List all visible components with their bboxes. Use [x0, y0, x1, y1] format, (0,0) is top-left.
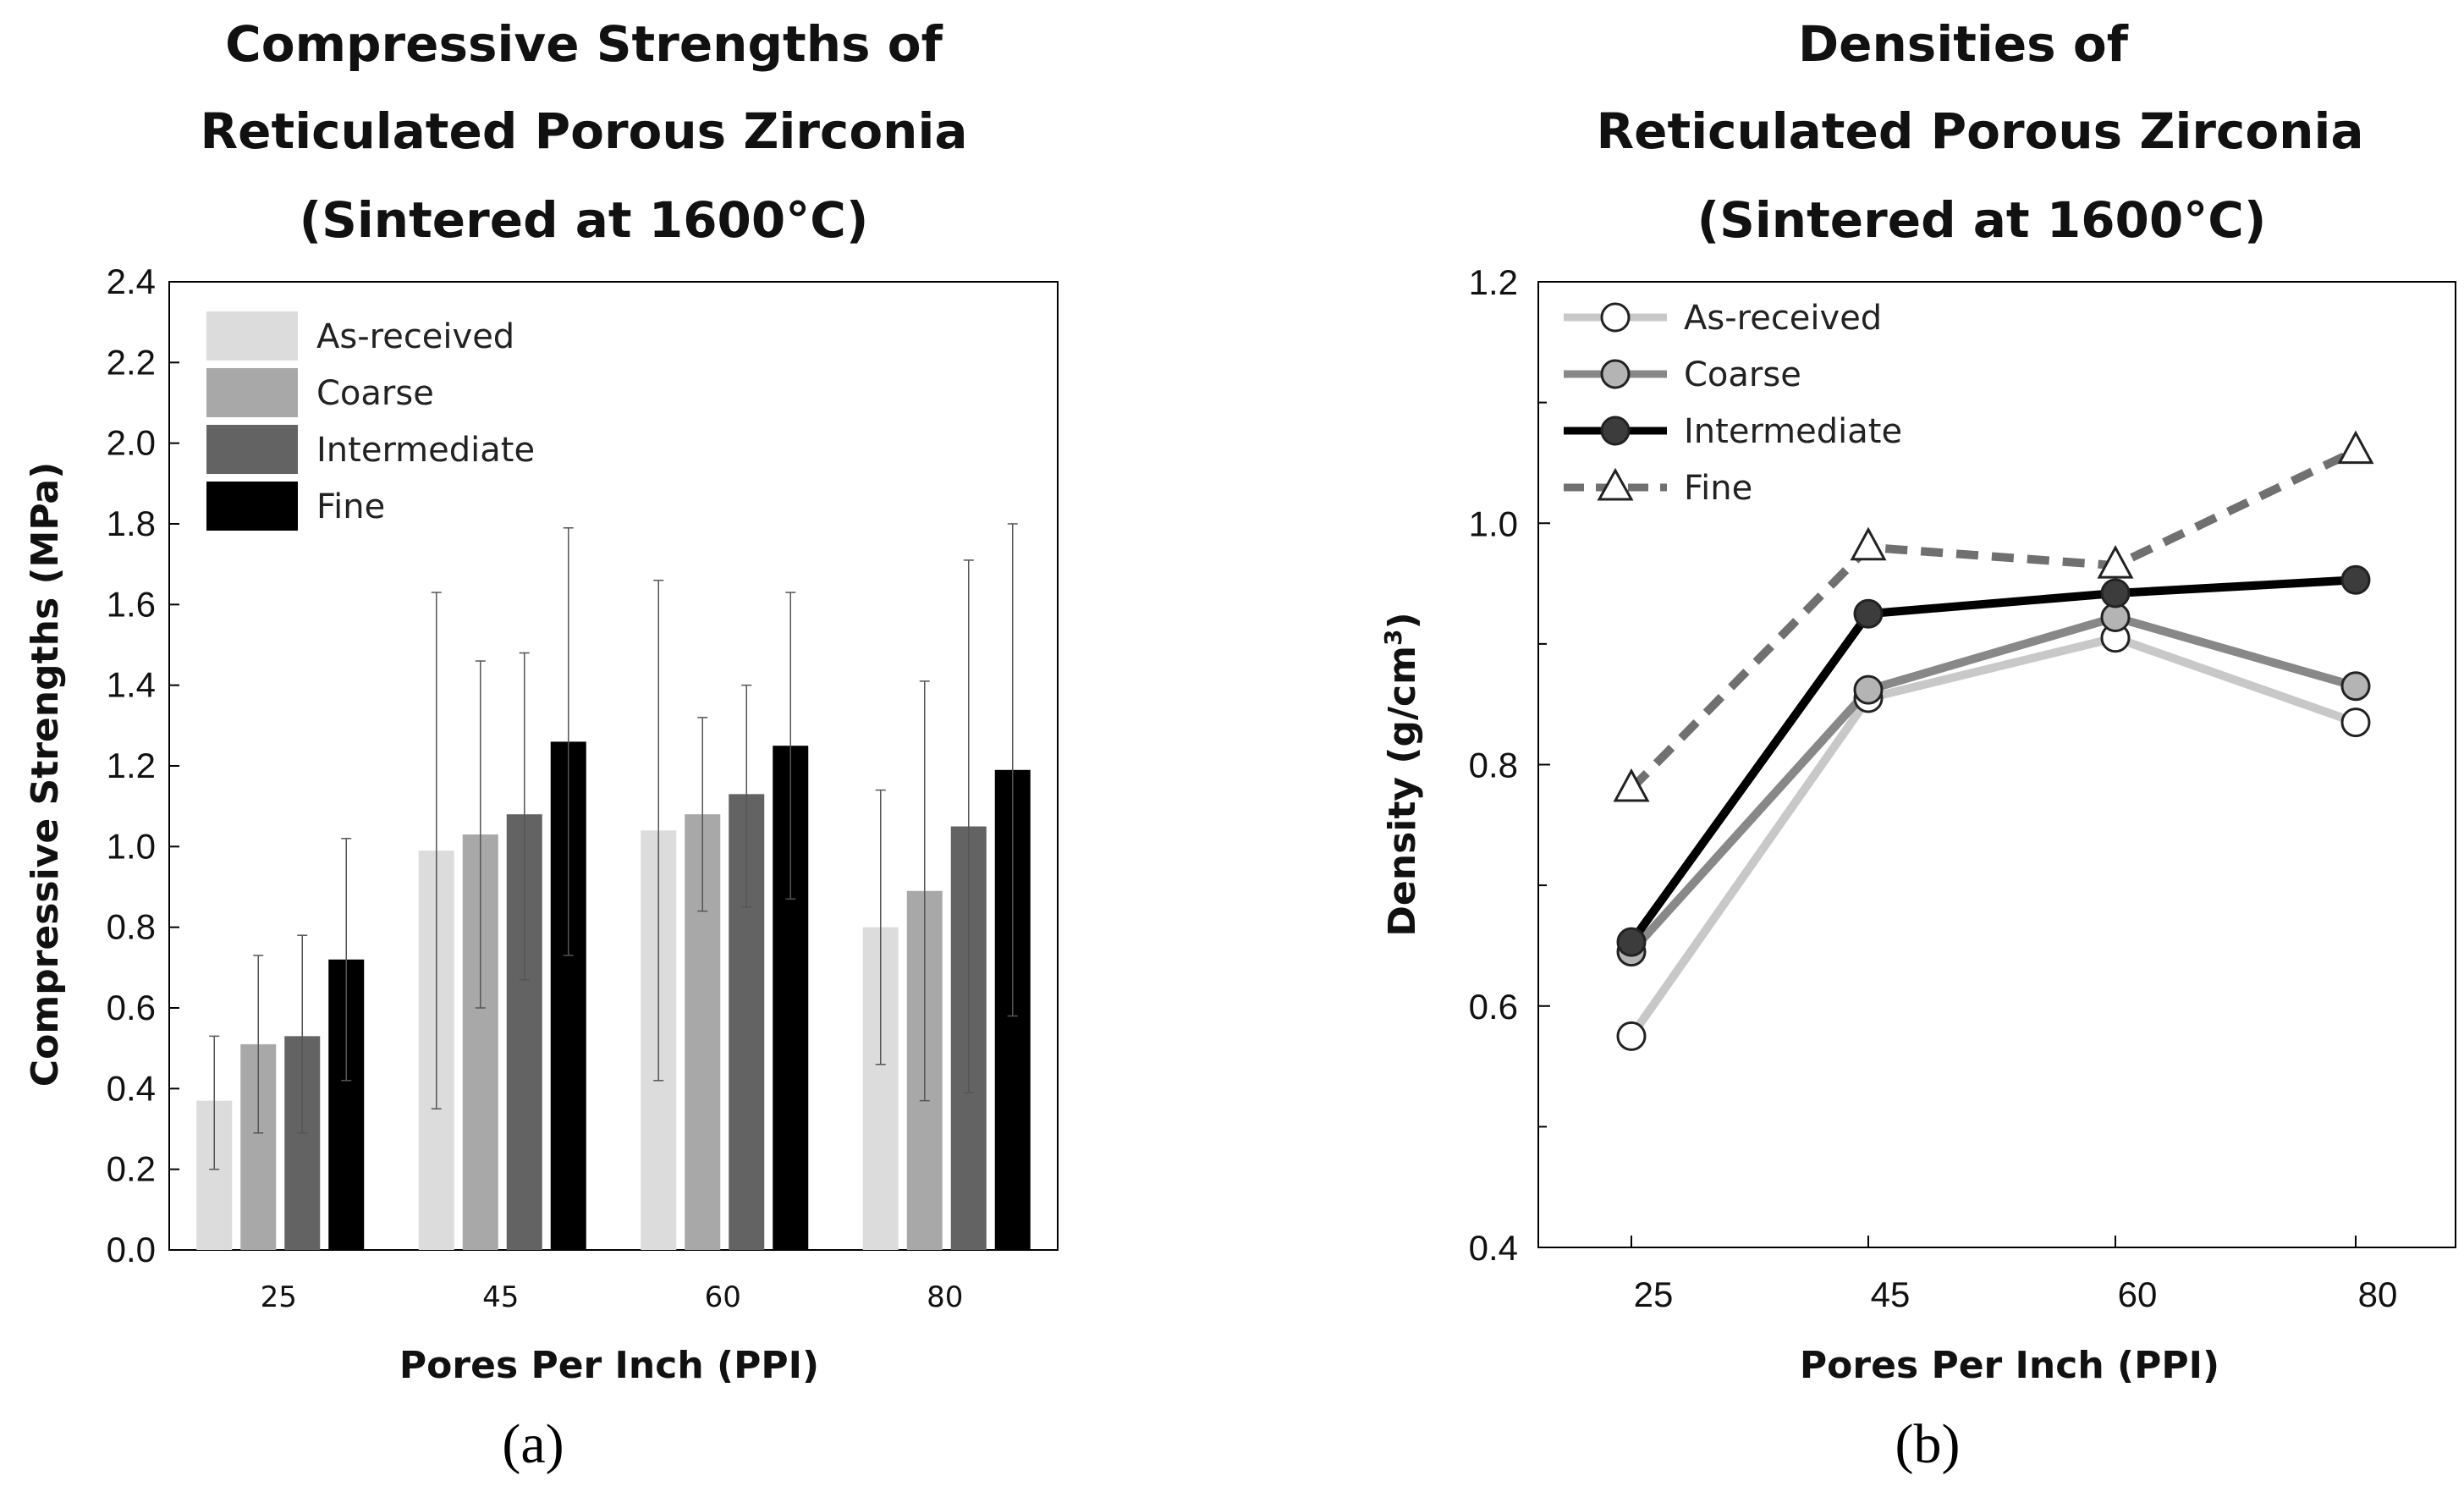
chart-a-legend-label-as-received: As-received	[316, 317, 514, 356]
chart-b-y-tick-label-4: 1.2	[1469, 262, 1518, 302]
chart-b-legend-label-as-received: As-received	[1684, 299, 1882, 338]
chart-a-y-tick-label-9: 1.8	[107, 504, 156, 543]
chart-b-line-coarse	[1628, 613, 2357, 955]
chart-b-legend-marker-intermediate	[1600, 416, 1631, 446]
chart-b-title-line-2: Reticulated Porous Zirconia	[1597, 102, 2364, 160]
chart-b-x-tick-label-45: 45	[1871, 1275, 1911, 1314]
chart-a-y-tick-label-12: 2.4	[107, 262, 156, 301]
chart-b-legend-label-coarse: Coarse	[1684, 355, 1801, 394]
chart-b-line-intermediate	[1627, 575, 2357, 945]
chart-a-x-tick-label-25: 25	[261, 1280, 297, 1314]
chart-a-title-line-3: (Sintered at 1600°C)	[300, 191, 869, 249]
chart-b-marker-as-received-25	[1616, 1021, 1647, 1051]
chart-b-x-tick-label-80: 80	[2358, 1275, 2398, 1314]
chart-b-x-tick-label-25: 25	[1634, 1275, 1674, 1314]
chart-a-legend-label-fine: Fine	[316, 487, 385, 526]
chart-a-x-tick-label-60: 60	[705, 1280, 741, 1314]
chart-b-panel-label: (b)	[1895, 1413, 1961, 1475]
chart-b-marker-fine-80	[2337, 430, 2374, 465]
chart-b-marker-fine-60	[2097, 545, 2134, 579]
chart-b-x-axis-label: Pores Per Inch (PPI)	[1800, 1344, 2219, 1387]
chart-a-panel-label: (a)	[502, 1413, 564, 1475]
chart-a-legend-swatch-intermediate	[206, 425, 298, 474]
chart-a-y-tick-label-2: 0.4	[107, 1068, 156, 1108]
chart-b-axes: 0.4 0.6 0.8 1.0 1.2 25 45 60 80	[1469, 262, 2456, 1314]
chart-a-x-tick-label-45: 45	[482, 1280, 519, 1314]
chart-a-x-axis-label: Pores Per Inch (PPI)	[399, 1344, 819, 1387]
chart-a-y-tick-label-3: 0.6	[107, 988, 156, 1027]
chart-b-legend-marker-coarse	[1600, 359, 1631, 389]
chart-b-marker-fine-45	[1850, 526, 1887, 561]
chart-b-y-axis-label-end: )	[1381, 612, 1424, 629]
chart-b-title-line-3: (Sintered at 1600°C)	[1697, 191, 2267, 249]
chart-b-marker-as-received-80	[2340, 707, 2371, 738]
chart-b-y-axis-label: Density (g/cm3)	[1379, 612, 1425, 936]
chart-b-marker-coarse-45	[1853, 674, 1884, 705]
chart-a-axes: 0.0 0.2 0.4 0.6 0.8 1.0 1.2 1.4 1.6 1.8 2.0 2.2 2.4	[107, 262, 1059, 1269]
chart-b-y-tick-label-1: 0.6	[1469, 987, 1518, 1027]
chart-a-legend: As-received Coarse Intermediate Fine	[206, 311, 535, 531]
chart-b-y-tick-label-0: 0.4	[1469, 1228, 1518, 1268]
chart-b-marker-intermediate-80	[2340, 564, 2371, 595]
chart-b-legend-marker-as-received	[1600, 302, 1631, 333]
chart-a-legend-swatch-fine	[206, 482, 298, 531]
chart-b-x-tick-label-60: 60	[2118, 1275, 2158, 1314]
chart-a-x-tick-label-80: 80	[927, 1280, 963, 1314]
chart-b-legend-label-intermediate: Intermediate	[1684, 412, 1902, 451]
chart-a-y-tick-label-7: 1.4	[107, 665, 156, 705]
chart-a-y-tick-label-6: 1.2	[107, 746, 156, 785]
chart-b: Densities of Reticulated Porous Zirconia…	[1379, 15, 2456, 1475]
chart-b-y-tick-label-2: 0.8	[1469, 746, 1518, 785]
chart-b-legend-marker-fine	[1597, 467, 1634, 501]
chart-b-marker-fine-25	[1613, 768, 1650, 802]
chart-b-y-axis-label-sup: 3	[1379, 630, 1407, 646]
chart-b-line-fine	[1628, 447, 2358, 792]
chart-b-title-line-1: Densities of	[1798, 15, 2129, 73]
chart-b-legend: As-received Coarse Intermediate Fine	[1564, 299, 1902, 508]
chart-a-y-tick-label-4: 0.8	[107, 907, 156, 947]
chart-b-y-axis-label-main: Density (g/cm	[1381, 646, 1424, 937]
chart-b-marker-intermediate-25	[1616, 927, 1647, 957]
chart-b-marker-coarse-80	[2340, 671, 2371, 702]
chart-b-marker-intermediate-45	[1853, 598, 1884, 629]
chart-a-title-line-1: Compressive Strengths of	[225, 15, 943, 73]
chart-b-y-tick-label-3: 1.0	[1469, 504, 1518, 543]
chart-a-y-tick-label-0: 0.0	[107, 1230, 156, 1269]
chart-a-title-line-2: Reticulated Porous Zirconia	[201, 102, 968, 160]
chart-a-y-tick-label-1: 0.2	[107, 1149, 156, 1189]
chart-a-legend-label-intermediate: Intermediate	[316, 431, 535, 470]
chart-a-legend-swatch-as-received	[206, 311, 298, 361]
chart-a-y-axis-label: Compressive Strengths (MPa)	[24, 462, 67, 1087]
chart-a-bars: 25 45 60 80	[196, 523, 1031, 1314]
chart-b-plot-frame	[1537, 281, 2456, 1248]
chart-a-legend-label-coarse: Coarse	[316, 374, 434, 413]
chart-b-line-as-received	[1627, 633, 2357, 1039]
chart-b-marker-intermediate-60	[2100, 578, 2131, 608]
chart-a-y-tick-label-11: 2.2	[107, 342, 156, 382]
chart-a: Compressive Strengths of Reticulated Por…	[24, 15, 1059, 1475]
chart-a-y-tick-label-10: 2.0	[107, 423, 156, 463]
chart-b-lines	[1613, 430, 2374, 1051]
chart-b-legend-label-fine: Fine	[1684, 469, 1752, 508]
chart-a-y-tick-label-5: 1.0	[107, 826, 156, 866]
chart-a-y-tick-label-8: 1.6	[107, 584, 156, 624]
chart-a-legend-swatch-coarse	[206, 368, 298, 417]
